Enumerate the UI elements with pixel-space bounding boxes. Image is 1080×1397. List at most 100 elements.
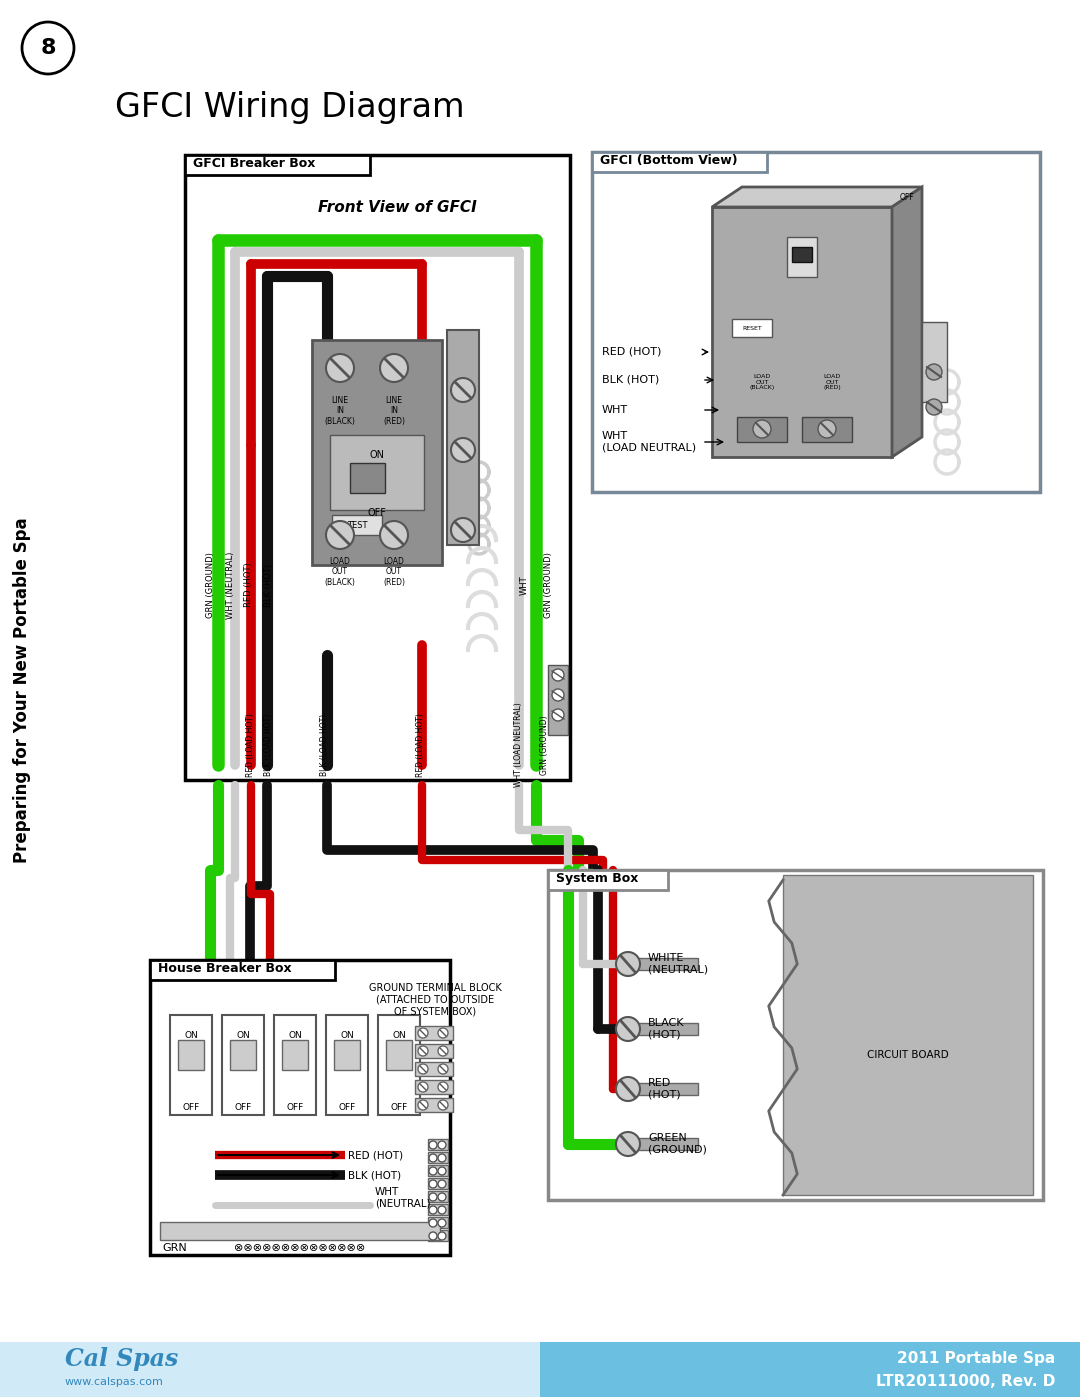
Text: 2011 Portable Spa: 2011 Portable Spa: [896, 1351, 1055, 1366]
Circle shape: [552, 669, 564, 680]
Circle shape: [451, 518, 475, 542]
Text: LOAD
OUT
(RED): LOAD OUT (RED): [823, 374, 841, 390]
Text: OFF: OFF: [390, 1104, 407, 1112]
Bar: [802, 416, 852, 441]
Text: WHT: WHT: [602, 405, 629, 415]
Bar: [618, 958, 698, 970]
Bar: [428, 1229, 448, 1241]
Circle shape: [429, 1166, 437, 1175]
Circle shape: [438, 1046, 448, 1056]
Text: WHT (LOAD NEUTRAL): WHT (LOAD NEUTRAL): [514, 703, 524, 788]
Circle shape: [326, 353, 354, 381]
Text: ⊗⊗⊗⊗⊗⊗⊗⊗⊗⊗⊗⊗⊗⊗: ⊗⊗⊗⊗⊗⊗⊗⊗⊗⊗⊗⊗⊗⊗: [234, 1243, 366, 1253]
Text: LOAD
OUT
(BLACK): LOAD OUT (BLACK): [325, 557, 355, 587]
Text: GRN (GROUND): GRN (GROUND): [540, 715, 549, 775]
Text: LOAD
OUT
(RED): LOAD OUT (RED): [383, 557, 405, 587]
Text: GROUND TERMINAL BLOCK
(ATTACHED TO OUTSIDE
OF SYSTEM BOX): GROUND TERMINAL BLOCK (ATTACHED TO OUTSI…: [368, 983, 501, 1017]
Text: ON: ON: [340, 1031, 354, 1039]
Bar: [922, 321, 947, 402]
Bar: [787, 237, 816, 277]
Text: WHT (NEUTRAL): WHT (NEUTRAL): [226, 552, 234, 619]
Text: RED (HOT): RED (HOT): [348, 1150, 403, 1160]
Bar: [548, 870, 669, 890]
Bar: [222, 1016, 264, 1115]
Circle shape: [429, 1141, 437, 1148]
Bar: [428, 1165, 448, 1176]
Bar: [334, 1039, 360, 1070]
Polygon shape: [712, 187, 922, 207]
Text: Cal Spas: Cal Spas: [65, 1347, 178, 1370]
Circle shape: [753, 420, 771, 439]
Text: OFF: OFF: [900, 193, 915, 201]
Text: TEST: TEST: [347, 521, 367, 529]
Text: LINE
IN
(BLACK): LINE IN (BLACK): [325, 395, 355, 426]
Bar: [428, 1192, 448, 1201]
Bar: [732, 319, 772, 337]
Circle shape: [616, 1077, 640, 1101]
Circle shape: [438, 1232, 446, 1241]
Text: LINE
IN
(RED): LINE IN (RED): [383, 395, 405, 426]
Bar: [332, 515, 382, 535]
Circle shape: [429, 1220, 437, 1227]
Bar: [592, 152, 767, 172]
Bar: [447, 330, 480, 545]
Bar: [0, 1343, 540, 1397]
Text: GRN (GROUND): GRN (GROUND): [205, 552, 215, 617]
Bar: [712, 207, 892, 457]
Bar: [783, 875, 1032, 1194]
Bar: [618, 1139, 698, 1150]
Circle shape: [552, 689, 564, 701]
Circle shape: [438, 1083, 448, 1092]
Text: ON: ON: [288, 1031, 302, 1039]
Circle shape: [818, 420, 836, 439]
Text: WHT: WHT: [519, 576, 528, 595]
Text: GFCI Breaker Box: GFCI Breaker Box: [193, 156, 315, 170]
Circle shape: [22, 22, 75, 74]
Text: RED (LOAD HOT): RED (LOAD HOT): [416, 712, 424, 777]
Circle shape: [438, 1099, 448, 1111]
Text: RED (HOT): RED (HOT): [602, 346, 661, 358]
Circle shape: [438, 1166, 446, 1175]
Text: 8: 8: [40, 38, 56, 59]
Text: BLACK
(HOT): BLACK (HOT): [648, 1018, 685, 1039]
Bar: [170, 1016, 212, 1115]
Circle shape: [418, 1083, 428, 1092]
Bar: [618, 1023, 698, 1035]
Text: Front View of GFCI: Front View of GFCI: [318, 200, 476, 215]
Text: OFF: OFF: [286, 1104, 303, 1112]
Bar: [428, 1217, 448, 1228]
Circle shape: [418, 1046, 428, 1056]
Text: RED
(HOT): RED (HOT): [648, 1078, 680, 1099]
Text: WHITE
(NEUTRAL): WHITE (NEUTRAL): [648, 953, 708, 975]
Text: OFF: OFF: [338, 1104, 355, 1112]
Bar: [330, 434, 424, 510]
Circle shape: [380, 521, 408, 549]
Text: GFCI Wiring Diagram: GFCI Wiring Diagram: [114, 91, 464, 124]
Bar: [274, 1016, 316, 1115]
Circle shape: [418, 1028, 428, 1038]
Text: ON: ON: [392, 1031, 406, 1039]
Text: Preparing for Your New Portable Spa: Preparing for Your New Portable Spa: [13, 517, 31, 863]
Bar: [185, 155, 370, 175]
Circle shape: [926, 365, 942, 380]
Bar: [792, 247, 812, 263]
Bar: [378, 1016, 420, 1115]
Text: OFF: OFF: [183, 1104, 200, 1112]
Text: BLK (LOAD HOT): BLK (LOAD HOT): [265, 714, 273, 777]
Text: ON: ON: [237, 1031, 249, 1039]
Bar: [415, 1044, 453, 1058]
Bar: [415, 1080, 453, 1094]
Bar: [428, 1204, 448, 1215]
Bar: [548, 665, 568, 735]
Circle shape: [616, 1132, 640, 1155]
Circle shape: [326, 521, 354, 549]
Circle shape: [438, 1180, 446, 1187]
Text: BLK (HOT): BLK (HOT): [264, 563, 272, 606]
Text: ON: ON: [184, 1031, 198, 1039]
Bar: [150, 960, 450, 1255]
Text: LOAD
OUT
(BLACK): LOAD OUT (BLACK): [750, 374, 774, 390]
Circle shape: [438, 1154, 446, 1162]
Circle shape: [926, 400, 942, 415]
Bar: [428, 1139, 448, 1150]
Bar: [618, 1083, 698, 1095]
